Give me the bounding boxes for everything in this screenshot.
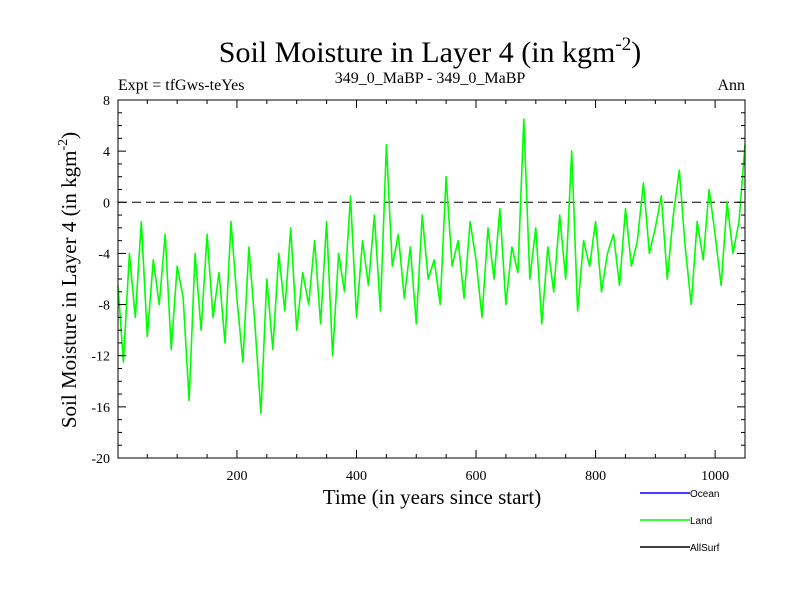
legend-label-ocean: Ocean — [690, 489, 719, 500]
subtitle-left: Expt = tfGws-teYes — [118, 77, 245, 94]
series-group — [117, 118, 746, 415]
x-axis-label: Time (in years since start) — [323, 485, 542, 509]
y-axis-label: Soil Moisture in Layer 4 (in kgm-2) — [56, 132, 81, 428]
plot-frame — [117, 99, 746, 459]
subtitle-right: Ann — [717, 77, 745, 94]
y-tick-label: -20 — [91, 452, 110, 467]
x-tick-label: 200 — [226, 469, 247, 484]
legend: Ocean Land AllSurf — [640, 489, 720, 554]
x-tick-label: 600 — [466, 469, 487, 484]
chart-title: Soil Moisture in Layer 4 (in kgm-2) — [219, 34, 641, 69]
y-tick-label: 4 — [103, 145, 110, 160]
x-tick-label: 800 — [585, 469, 606, 484]
axis-ticks-group: 200 400 600 800 1000 -20 -16 -12 -8 -4 0 4 8 — [91, 94, 746, 484]
y-axis-label-close: ) — [57, 132, 81, 139]
chart-title-close: ) — [631, 36, 641, 69]
chart-title-superscript: -2 — [615, 34, 631, 55]
y-tick-label: -12 — [91, 350, 110, 365]
legend-label-allsurf: AllSurf — [690, 543, 720, 554]
x-tick-label: 400 — [346, 469, 367, 484]
y-tick-label: 8 — [103, 94, 110, 109]
y-tick-label: -16 — [91, 401, 110, 416]
y-axis-label-superscript: -2 — [56, 139, 71, 151]
y-tick-label: -8 — [98, 299, 110, 314]
legend-label-land: Land — [690, 516, 712, 527]
x-tick-label: 1000 — [701, 469, 729, 484]
y-tick-label: 0 — [103, 196, 110, 211]
series-line-land — [117, 118, 746, 415]
subtitle-center: 349_0_MaBP - 349_0_MaBP — [335, 70, 526, 87]
y-tick-label: -4 — [98, 247, 110, 262]
